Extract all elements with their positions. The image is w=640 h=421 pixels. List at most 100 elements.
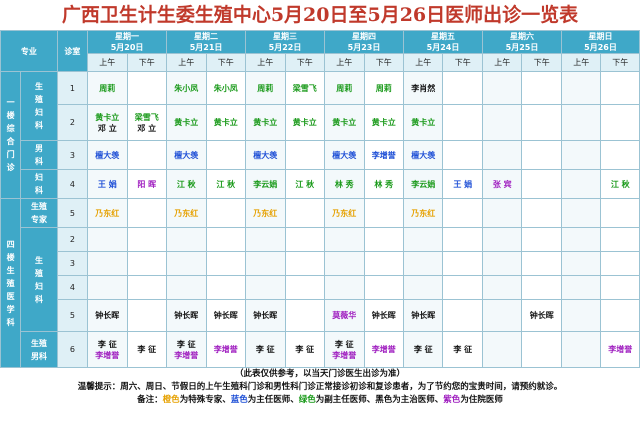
doctor-name: 李增誉 [371, 345, 396, 354]
reminder-tip: 温馨提示：周六、周日、节假日的上午生殖科门诊和男性科门诊正常接诊初诊和复诊患者，… [77, 382, 563, 392]
header-day-6: 星期六 5月25日 [481, 30, 562, 54]
schedule-cell [126, 71, 168, 105]
schedule-cell: 李增誉 [363, 140, 404, 170]
legend-text: 为副主任医师、 [315, 395, 376, 405]
doctor-name: 黄卡立 [292, 118, 317, 127]
doctor-name: 乃东红 [95, 208, 120, 218]
doctor-name: 王 娟 [453, 179, 473, 189]
specialty-gynecology: 妇科 [20, 169, 58, 199]
schedule-cell [521, 198, 562, 228]
doctor-name: 梁雪飞 [292, 83, 317, 93]
schedule-cell: 周莉 [363, 71, 404, 105]
header-day-7: 星期日 5月26日 [560, 30, 640, 54]
schedule-cell: 钟长晖 [205, 299, 247, 332]
schedule-cell: 江 秋 [284, 169, 326, 199]
schedule-cell: 周莉 [324, 71, 365, 105]
room-number: 2 [56, 227, 89, 252]
doctor-name: 钟长晖 [529, 311, 554, 320]
legend-text: 为特殊专家、 [179, 395, 231, 405]
room-number: 4 [56, 169, 89, 199]
schedule-cell: 李增誉 [363, 331, 404, 368]
header-pm-day-4: 下午 [363, 53, 404, 72]
doctor-name: 邓 立 [97, 123, 117, 133]
schedule-cell: 乃东红 [324, 198, 365, 228]
doctor-name: 王 娟 [97, 179, 117, 189]
header-am-day-2: 上午 [166, 53, 207, 72]
notes: （此表仅供参考，以当天门诊医生出诊为准） 温馨提示：周六、周日、节假日的上午生殖… [0, 368, 640, 407]
schedule-cell: 李 征 [126, 331, 168, 368]
schedule-cell: 钟长晖 [166, 299, 207, 332]
doctor-name: 黄卡立 [213, 118, 238, 127]
room-number: 4 [56, 275, 89, 300]
doctor-name: 檀大羡 [411, 150, 436, 160]
header-pm-day-1: 下午 [126, 53, 168, 72]
schedule-cell [126, 251, 168, 276]
doctor-name: 李增誉 [608, 345, 633, 354]
schedule-cell [560, 140, 602, 170]
legend-color-orange: 橙色 [162, 395, 180, 405]
schedule-cell: 李 征 [442, 331, 483, 368]
header-specialty: 专业 [0, 30, 58, 72]
schedule-cell [521, 140, 562, 170]
doctor-name: 钟长晖 [411, 311, 436, 320]
schedule-cell [363, 198, 404, 228]
schedule-cell: 钟长晖 [402, 299, 444, 332]
schedule-cell [126, 299, 168, 332]
doctor-name: 李 征 [334, 339, 354, 349]
schedule-cell [521, 104, 562, 141]
schedule-cell [284, 299, 326, 332]
table-row: 5 钟长晖 钟长晖 钟长晖 钟长晖 莫薇华 钟长晖 钟长晖 钟长晖 [1, 299, 640, 332]
schedule-cell [560, 251, 602, 276]
doctor-name: 周莉 [336, 83, 353, 93]
schedule-cell [324, 251, 365, 276]
header-pm-day-6: 下午 [521, 53, 562, 72]
doctor-name: 阳 晖 [137, 179, 157, 189]
schedule-cell [600, 227, 640, 252]
schedule-cell [284, 227, 326, 252]
legend-color-green: 绿色 [298, 395, 316, 405]
schedule-cell [442, 251, 483, 276]
header-row-days: 专业 诊室 星期一 5月20日 星期二 5月21日 星期三 5月22日 星期四 5月23… [0, 30, 640, 72]
schedule-cell [442, 299, 483, 332]
schedule-cell: 阳 晖 [126, 169, 168, 199]
doctor-name: 李增誉 [332, 350, 357, 360]
schedule-cell [363, 227, 404, 252]
doctor-name: 李 征 [413, 345, 433, 354]
schedule-cell [521, 275, 562, 300]
schedule-cell [402, 251, 444, 276]
schedule-cell [87, 251, 128, 276]
schedule-cell [481, 198, 523, 228]
schedule-cell [560, 331, 602, 368]
schedule-cell: 乃东红 [245, 198, 286, 228]
schedule-cell [87, 275, 128, 300]
doctor-name: 乃东红 [332, 208, 357, 218]
doctor-name: 黄卡立 [253, 118, 278, 127]
header-day-5: 星期五 5月24日 [403, 30, 483, 54]
doctor-name: 黄卡立 [371, 118, 396, 127]
legend-text: 为主治医师、 [392, 395, 444, 405]
schedule-cell [166, 227, 207, 252]
doctor-name: 李增誉 [371, 150, 396, 160]
doctor-name: 檀大羡 [174, 150, 199, 160]
room-number: 3 [56, 140, 89, 170]
schedule-cell [521, 227, 562, 252]
schedule-cell: 檀大羡 [402, 140, 444, 170]
schedule-cell [481, 140, 523, 170]
schedule-cell: 李云娟 [245, 169, 286, 199]
schedule-cell: 周莉 [87, 71, 128, 105]
doctor-name: 梁雪飞 [134, 112, 159, 122]
doctor-name: 钟长晖 [213, 311, 238, 320]
header-am-day-5: 上午 [402, 53, 444, 72]
specialty-repro-expert: 生殖 专家 [20, 198, 58, 228]
doctor-name: 黄卡立 [411, 118, 436, 127]
schedule-cell: 李 征 [245, 331, 286, 368]
specialty-repro-andrology: 生殖 男科 [20, 331, 58, 368]
section-first-floor: 一楼综合门诊 [0, 71, 22, 199]
header-am-day-1: 上午 [87, 53, 128, 72]
schedule-cell: 李云娟 [402, 169, 444, 199]
table-row: 2 黄卡立邓 立梁雪飞邓 立黄卡立 黄卡立 黄卡立 黄卡立 黄卡立 黄卡立 黄卡立 [1, 104, 640, 141]
schedule-cell: 李肖然 [402, 71, 444, 105]
schedule-cell: 檀大羡 [324, 140, 365, 170]
legend-color-black: 黑色 [375, 395, 393, 405]
